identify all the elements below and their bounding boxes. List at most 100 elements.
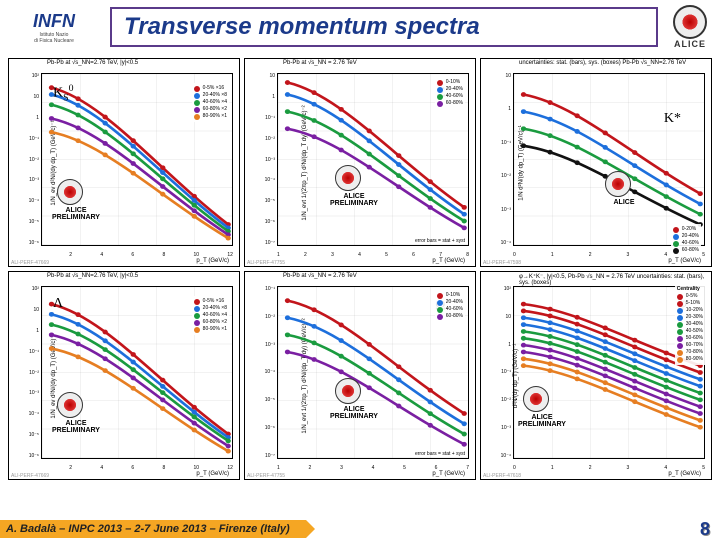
data-point xyxy=(131,171,136,176)
legend-label: 60-80% ×2 xyxy=(203,106,227,113)
data-point xyxy=(632,351,637,356)
data-point xyxy=(131,386,136,391)
y-ticks: 10²10110⁻¹10⁻²10⁻³10⁻⁴ xyxy=(495,286,511,459)
data-point xyxy=(521,126,526,131)
legend-label: 0-5% ×16 xyxy=(203,298,225,305)
data-point xyxy=(192,415,197,420)
data-point xyxy=(160,406,165,411)
data-point xyxy=(367,356,372,361)
legend-item: 40-60% xyxy=(673,240,699,247)
plot-grid: Pb-Pb at √s_NN=2.76 TeV, |y|<0.51/N_ev d… xyxy=(0,54,720,484)
plot-id: ALI-PERF-47669 xyxy=(11,260,49,266)
data-point xyxy=(575,145,580,150)
data-point xyxy=(632,358,637,363)
plot-id: ALI-PERF-47669 xyxy=(11,473,49,479)
legend-marker-icon xyxy=(677,308,683,314)
data-point xyxy=(632,338,637,343)
legend-item: 50-60% xyxy=(677,335,703,342)
data-point xyxy=(575,129,580,134)
data-point xyxy=(311,102,316,107)
alice-caption: ALICE xyxy=(599,199,649,206)
data-point xyxy=(575,315,580,320)
data-point xyxy=(664,405,669,410)
legend-item: 0-10% xyxy=(437,79,463,86)
x-axis-label: p_T (GeV/c) xyxy=(432,258,465,264)
data-point xyxy=(75,103,80,108)
data-point xyxy=(632,365,637,370)
data-point xyxy=(632,379,637,384)
legend-marker-icon xyxy=(437,80,443,86)
series-curve xyxy=(288,352,465,444)
data-point xyxy=(160,384,165,389)
data-point xyxy=(396,391,401,396)
data-point xyxy=(428,423,433,428)
data-point xyxy=(698,384,703,389)
legend-label: 40-60% xyxy=(446,93,463,100)
data-point xyxy=(603,373,608,378)
plot-id: ALI-PERF-47618 xyxy=(483,473,521,479)
data-point xyxy=(664,398,669,403)
data-point xyxy=(632,176,637,181)
legend-item: 10-20% xyxy=(677,307,703,314)
legend-label: 40-60% ×4 xyxy=(203,99,227,106)
data-point xyxy=(428,400,433,405)
data-point xyxy=(131,360,136,365)
alice-caption: ALICE PRELIMINARY xyxy=(517,414,567,428)
alice-logo-icon xyxy=(57,392,83,418)
legend-marker-icon xyxy=(677,357,683,363)
data-point xyxy=(396,173,401,178)
data-point xyxy=(462,219,467,224)
data-point xyxy=(521,143,526,148)
data-point xyxy=(285,315,290,320)
data-point xyxy=(428,179,433,184)
plot-note: error bars = stat + syst xyxy=(415,451,465,457)
legend-marker-icon xyxy=(194,114,200,120)
particle-label: Λ xyxy=(53,296,63,312)
legend-marker-icon xyxy=(194,86,200,92)
data-point xyxy=(367,139,372,144)
legend-label: 60-80% ×2 xyxy=(203,319,227,326)
plot-panel-phi: φ→K⁺K⁻, |y|<0.5, Pb-Pb √s_NN = 2.76 TeV … xyxy=(480,271,712,480)
data-point xyxy=(49,312,54,317)
legend-label: 20-30% xyxy=(686,314,703,321)
legend-label: 20-40% ×8 xyxy=(203,92,227,99)
data-point xyxy=(698,404,703,409)
plot-id: ALI-PERF-47755 xyxy=(247,473,285,479)
data-point xyxy=(160,390,165,395)
legend-label: 0-5% xyxy=(686,293,698,300)
data-point xyxy=(396,364,401,369)
data-point xyxy=(49,130,54,135)
data-point xyxy=(75,354,80,359)
data-point xyxy=(664,371,669,376)
y-ticks: 10110⁻¹10⁻²10⁻³10⁻⁴10⁻⁵10⁻⁶10⁻⁷ xyxy=(259,73,275,246)
data-point xyxy=(367,342,372,347)
data-point xyxy=(698,391,703,396)
data-point xyxy=(311,341,316,346)
data-point xyxy=(428,205,433,210)
data-point xyxy=(547,100,552,105)
data-point xyxy=(462,442,467,447)
data-point xyxy=(698,377,703,382)
legend-marker-icon xyxy=(194,299,200,305)
data-point xyxy=(664,206,669,211)
legend: 0-10%20-40%40-60%60-80% xyxy=(435,77,465,109)
data-point xyxy=(131,138,136,143)
data-point xyxy=(103,368,108,373)
legend-item: 40-50% xyxy=(677,328,703,335)
data-point xyxy=(547,150,552,155)
alice-caption: ALICE PRELIMINARY xyxy=(51,207,101,221)
legend-label: 40-60% xyxy=(682,240,699,247)
data-point xyxy=(521,309,526,314)
legend-marker-icon xyxy=(673,248,679,254)
legend-marker-icon xyxy=(194,320,200,326)
legend-item: 60-80% ×2 xyxy=(194,106,227,113)
data-point xyxy=(521,92,526,97)
legend-marker-icon xyxy=(677,343,683,349)
data-point xyxy=(285,332,290,337)
data-point xyxy=(285,92,290,97)
plot-panel-kstar: uncertainties: stat. (bars), sys. (boxes… xyxy=(480,58,712,267)
legend-marker-icon xyxy=(673,234,679,240)
data-point xyxy=(698,418,703,423)
plot-header-text: uncertainties: stat. (bars), sys. (boxes… xyxy=(519,60,686,66)
legend-marker-icon xyxy=(437,307,443,313)
